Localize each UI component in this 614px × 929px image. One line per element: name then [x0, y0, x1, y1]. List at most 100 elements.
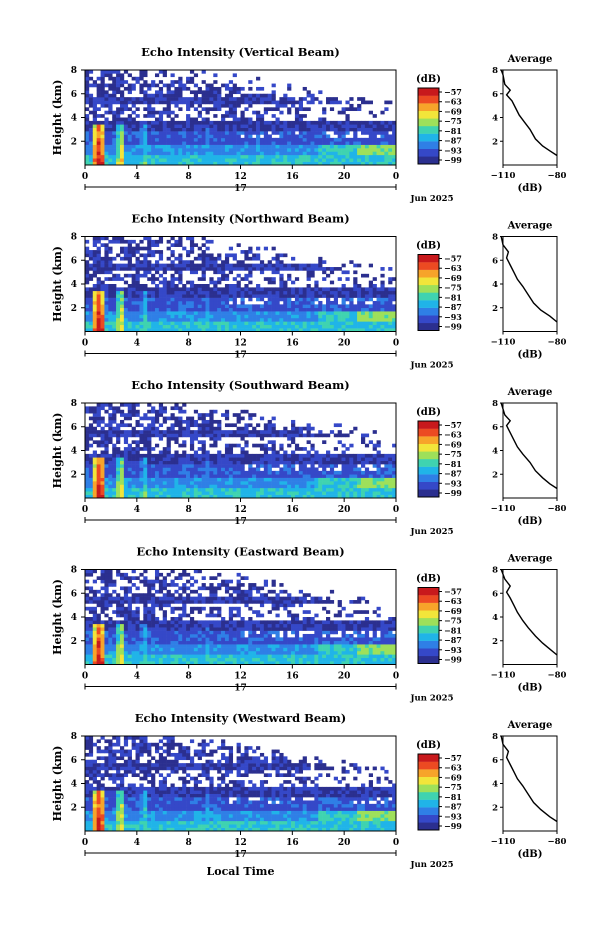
- heatmap-cell: [143, 107, 148, 112]
- heatmap-cell: [96, 474, 101, 478]
- heatmap-cell: [287, 464, 292, 468]
- heatmap-cell: [287, 491, 292, 495]
- heatmap-cell: [333, 100, 338, 105]
- heatmap-cell: [189, 474, 195, 478]
- heatmap-cell: [104, 464, 109, 468]
- heatmap-cell: [209, 141, 214, 145]
- heatmap-cell: [368, 131, 373, 135]
- heatmap-cell: [104, 117, 109, 122]
- heatmap-cell: [123, 304, 129, 309]
- heatmap-cell: [186, 107, 191, 112]
- heatmap-cell: [123, 416, 129, 421]
- heatmap-cell: [209, 311, 214, 315]
- heatmap-cell: [221, 263, 226, 268]
- heatmap-cell: [240, 470, 245, 475]
- heatmap-cell: [275, 484, 280, 489]
- heatmap-cell: [337, 487, 342, 492]
- heatmap-cell: [143, 270, 148, 275]
- heatmap-cell: [108, 650, 113, 655]
- heatmap-cell: [283, 430, 288, 434]
- heatmap-cell: [135, 161, 140, 166]
- heatmap-cell: [294, 481, 300, 485]
- heatmap-cell: [100, 236, 105, 241]
- heatmap-cell: [384, 161, 389, 166]
- heatmap-cell: [135, 290, 140, 295]
- heatmap-cell: [372, 317, 377, 322]
- heatmap-cell: [186, 297, 191, 302]
- heatmap-cell: [232, 134, 237, 139]
- heatmap-cell: [162, 93, 167, 98]
- heatmap-cell: [209, 239, 214, 244]
- heatmap-cell: [108, 93, 113, 98]
- heatmap-cell: [108, 154, 113, 159]
- heatmap-cell: [271, 131, 276, 135]
- heatmap-cell: [189, 250, 195, 254]
- heatmap-cell: [96, 317, 101, 322]
- colorbar-swatch: [418, 307, 439, 316]
- heatmap-cell: [158, 90, 164, 95]
- heatmap-cell: [364, 477, 370, 482]
- heatmap-cell: [147, 464, 152, 468]
- heatmap-cell: [112, 287, 117, 292]
- heatmap-cell: [271, 90, 276, 95]
- heatmap-cell: [178, 260, 183, 264]
- heatmap-cell: [232, 90, 237, 95]
- heatmap-cell: [162, 280, 167, 285]
- heatmap-cell: [294, 447, 300, 451]
- heatmap-cell: [228, 321, 234, 326]
- heatmap-cell: [104, 606, 109, 611]
- heatmap-cell: [364, 481, 370, 485]
- heatmap-cell: [244, 134, 249, 139]
- y-tick-label: 8: [71, 233, 77, 243]
- heatmap-cell: [236, 243, 241, 247]
- heatmap-cell: [256, 464, 261, 468]
- heatmap-cell: [224, 134, 230, 139]
- heatmap-cell: [279, 97, 284, 101]
- heatmap-cell: [96, 131, 101, 135]
- heatmap-cell: [85, 246, 90, 251]
- heatmap-cell: [205, 324, 210, 329]
- heatmap-cell: [170, 137, 175, 142]
- heatmap-cell: [100, 134, 105, 139]
- heatmap-cell: [267, 154, 272, 159]
- heatmap-cell: [112, 137, 117, 142]
- heatmap-cell: [244, 148, 249, 152]
- heatmap-cell: [123, 137, 129, 142]
- heatmap-cell: [100, 294, 105, 298]
- heatmap-cell: [353, 287, 358, 292]
- heatmap-cell: [96, 270, 101, 275]
- heatmap-cell: [271, 321, 276, 326]
- heatmap-cell: [232, 294, 237, 298]
- heatmap-cell: [263, 277, 269, 281]
- heatmap-cell: [380, 328, 385, 332]
- heatmap-cell: [182, 304, 187, 309]
- average-x-label: (dB): [518, 350, 543, 361]
- heatmap-cell: [112, 307, 117, 312]
- heatmap-cell: [104, 579, 109, 584]
- heatmap-cell: [170, 110, 175, 115]
- heatmap-cell: [85, 161, 90, 166]
- heatmap-cell: [259, 494, 265, 499]
- heatmap-cell: [217, 151, 222, 156]
- heatmap-cell: [341, 300, 346, 305]
- heatmap-cell: [96, 640, 101, 645]
- heatmap-cell: [228, 97, 234, 101]
- heatmap-cell: [119, 80, 125, 84]
- heatmap-cell: [275, 470, 280, 475]
- heatmap-cell: [147, 141, 152, 145]
- heatmap-cell: [380, 134, 385, 139]
- heatmap-cell: [271, 491, 276, 495]
- heatmap-cell: [174, 423, 179, 428]
- heatmap-cell: [213, 474, 218, 478]
- heatmap-cell: [112, 267, 117, 271]
- heatmap-cell: [108, 107, 113, 112]
- heatmap-cell: [104, 423, 109, 428]
- heatmap-cell: [353, 484, 358, 489]
- heatmap-cell: [131, 447, 136, 451]
- heatmap-cell: [252, 430, 257, 434]
- heatmap-cell: [302, 477, 307, 482]
- heatmap-cell: [252, 328, 257, 332]
- heatmap-cell: [170, 243, 175, 247]
- heatmap-cell: [368, 110, 373, 115]
- heatmap-cell: [361, 474, 366, 478]
